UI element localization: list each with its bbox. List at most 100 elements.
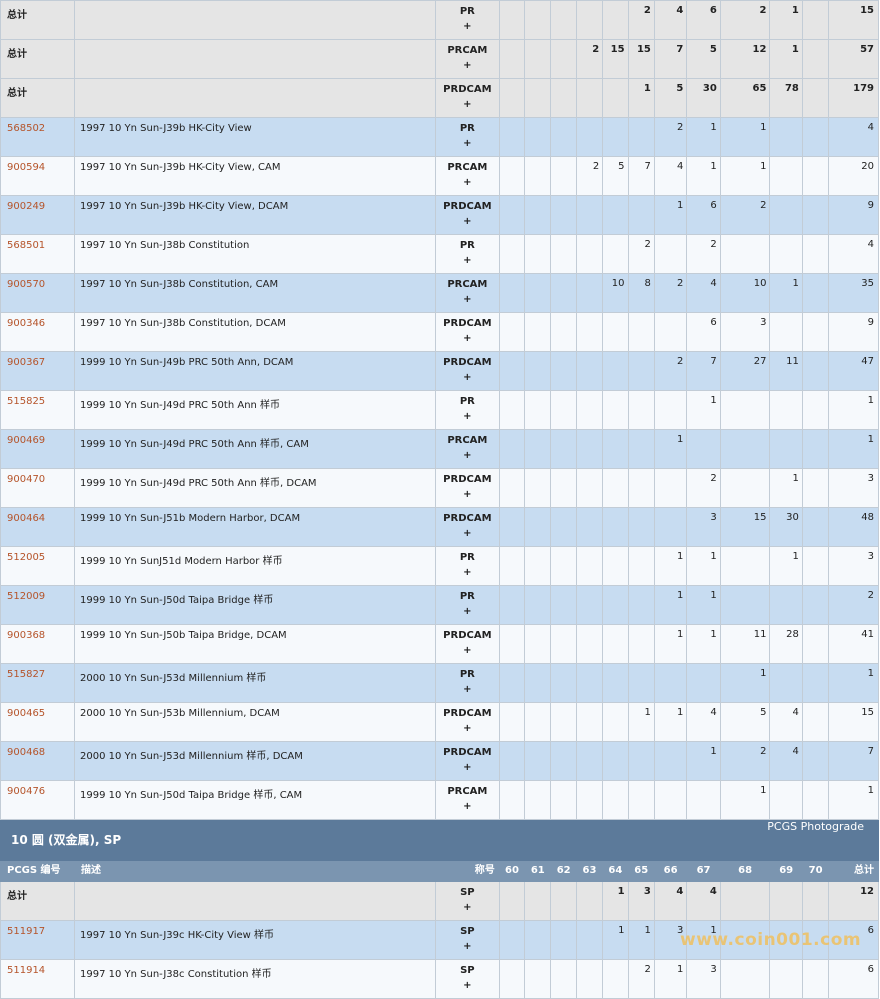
grade-count-68[interactable]: 2 [719, 0, 771, 40]
plus-grade-toggle[interactable]: + [463, 21, 472, 32]
grade-count-67[interactable]: 6 [686, 312, 721, 352]
grade-count-66[interactable]: 2 [653, 117, 688, 157]
pcgs-number-link[interactable]: 900470 [7, 474, 46, 485]
grade-count-68[interactable]: 3 [719, 312, 771, 352]
grade-count-69[interactable]: 4 [769, 702, 803, 742]
grade-count-65[interactable]: 2 [627, 0, 655, 40]
pcgs-number-link[interactable]: 512005 [7, 552, 46, 563]
grade-count-69[interactable]: 1 [769, 468, 803, 508]
grade-count-66[interactable]: 4 [653, 881, 688, 921]
grade-count-67[interactable]: 1 [686, 920, 721, 960]
grade-count-65[interactable]: 3 [627, 881, 655, 921]
grade-count-69[interactable]: 4 [769, 741, 803, 781]
plus-grade-toggle[interactable]: + [463, 801, 472, 812]
grade-count-69[interactable]: 1 [769, 273, 803, 313]
grade-count-66[interactable]: 1 [653, 546, 688, 586]
plus-grade-toggle[interactable]: + [463, 60, 472, 71]
grade-count-66[interactable]: 1 [653, 585, 688, 625]
grade-count-66[interactable]: 5 [653, 78, 688, 118]
grade-count-64[interactable]: 15 [602, 39, 629, 79]
grade-count-66[interactable]: 2 [653, 351, 688, 391]
grade-count-68[interactable]: 2 [719, 195, 771, 235]
pcgs-number-link[interactable]: 900346 [7, 318, 46, 329]
pcgs-number-link[interactable]: 900367 [7, 357, 46, 368]
grade-count-65[interactable]: 8 [627, 273, 655, 313]
plus-grade-toggle[interactable]: + [463, 684, 472, 695]
grade-count-64[interactable]: 10 [602, 273, 629, 313]
grade-count-66[interactable]: 4 [653, 156, 688, 196]
grade-count-64[interactable]: 1 [602, 920, 629, 960]
grade-count-65[interactable]: 15 [627, 39, 655, 79]
pcgs-number-link[interactable]: 900468 [7, 747, 46, 758]
grade-count-69[interactable]: 1 [769, 39, 803, 79]
pcgs-number-link[interactable]: 900465 [7, 708, 46, 719]
grade-count-67[interactable]: 1 [686, 624, 721, 664]
pcgs-number-link[interactable]: 511917 [7, 926, 46, 937]
grade-count-66[interactable]: 1 [653, 624, 688, 664]
grade-count-67[interactable]: 3 [686, 507, 721, 547]
grade-count-68[interactable]: 12 [719, 39, 771, 79]
grade-count-67[interactable]: 5 [686, 39, 721, 79]
grade-count-67[interactable]: 1 [686, 390, 721, 430]
plus-grade-toggle[interactable]: + [463, 606, 472, 617]
grade-count-65[interactable]: 7 [627, 156, 655, 196]
grade-count-67[interactable]: 2 [686, 468, 721, 508]
grade-count-69[interactable]: 78 [769, 78, 803, 118]
grade-count-66[interactable]: 1 [653, 195, 688, 235]
plus-grade-toggle[interactable]: + [463, 99, 472, 110]
pcgs-number-link[interactable]: 900594 [7, 162, 46, 173]
plus-grade-toggle[interactable]: + [463, 902, 472, 913]
grade-count-66[interactable]: 1 [653, 959, 688, 999]
pcgs-number-link[interactable]: 515827 [7, 669, 46, 680]
grade-count-64[interactable]: 1 [602, 881, 629, 921]
photograde-link[interactable]: PCGS Photograde [767, 820, 864, 834]
plus-grade-toggle[interactable]: + [463, 528, 472, 539]
grade-count-68[interactable]: 2 [719, 741, 771, 781]
grade-count-65[interactable]: 1 [627, 920, 655, 960]
grade-count-68[interactable]: 65 [719, 78, 771, 118]
grade-count-66[interactable]: 4 [653, 0, 688, 40]
plus-grade-toggle[interactable]: + [463, 450, 472, 461]
grade-count-67[interactable]: 6 [686, 0, 721, 40]
grade-count-67[interactable]: 6 [686, 195, 721, 235]
pcgs-number-link[interactable]: 900476 [7, 786, 46, 797]
pcgs-number-link[interactable]: 900464 [7, 513, 46, 524]
grade-count-65[interactable]: 2 [627, 959, 655, 999]
grade-count-68[interactable]: 15 [719, 507, 771, 547]
grade-count-67[interactable]: 4 [686, 881, 721, 921]
grade-count-69[interactable]: 30 [769, 507, 803, 547]
pcgs-number-link[interactable]: 900469 [7, 435, 46, 446]
plus-grade-toggle[interactable]: + [463, 980, 472, 991]
grade-count-69[interactable]: 1 [769, 546, 803, 586]
grade-count-67[interactable]: 1 [686, 741, 721, 781]
grade-count-68[interactable]: 5 [719, 702, 771, 742]
plus-grade-toggle[interactable]: + [463, 138, 472, 149]
grade-count-67[interactable]: 1 [686, 585, 721, 625]
grade-count-68[interactable]: 1 [719, 663, 771, 703]
pcgs-number-link[interactable]: 568502 [7, 123, 46, 134]
grade-count-66[interactable]: 1 [653, 429, 688, 469]
grade-count-67[interactable]: 7 [686, 351, 721, 391]
grade-count-66[interactable]: 3 [653, 920, 688, 960]
grade-count-67[interactable]: 2 [686, 234, 721, 274]
grade-count-67[interactable]: 3 [686, 959, 721, 999]
pcgs-number-link[interactable]: 568501 [7, 240, 46, 251]
pcgs-number-link[interactable]: 515825 [7, 396, 46, 407]
grade-count-67[interactable]: 1 [686, 117, 721, 157]
plus-grade-toggle[interactable]: + [463, 723, 472, 734]
grade-count-68[interactable]: 1 [719, 780, 771, 820]
pcgs-number-link[interactable]: 900368 [7, 630, 46, 641]
grade-count-65[interactable]: 1 [627, 78, 655, 118]
plus-grade-toggle[interactable]: + [463, 645, 472, 656]
plus-grade-toggle[interactable]: + [463, 489, 472, 500]
plus-grade-toggle[interactable]: + [463, 567, 472, 578]
grade-count-67[interactable]: 1 [686, 156, 721, 196]
grade-count-66[interactable]: 2 [653, 273, 688, 313]
grade-count-68[interactable]: 1 [719, 117, 771, 157]
plus-grade-toggle[interactable]: + [463, 372, 472, 383]
grade-count-67[interactable]: 30 [686, 78, 721, 118]
grade-count-65[interactable]: 1 [627, 702, 655, 742]
grade-count-67[interactable]: 1 [686, 546, 721, 586]
plus-grade-toggle[interactable]: + [463, 216, 472, 227]
plus-grade-toggle[interactable]: + [463, 941, 472, 952]
